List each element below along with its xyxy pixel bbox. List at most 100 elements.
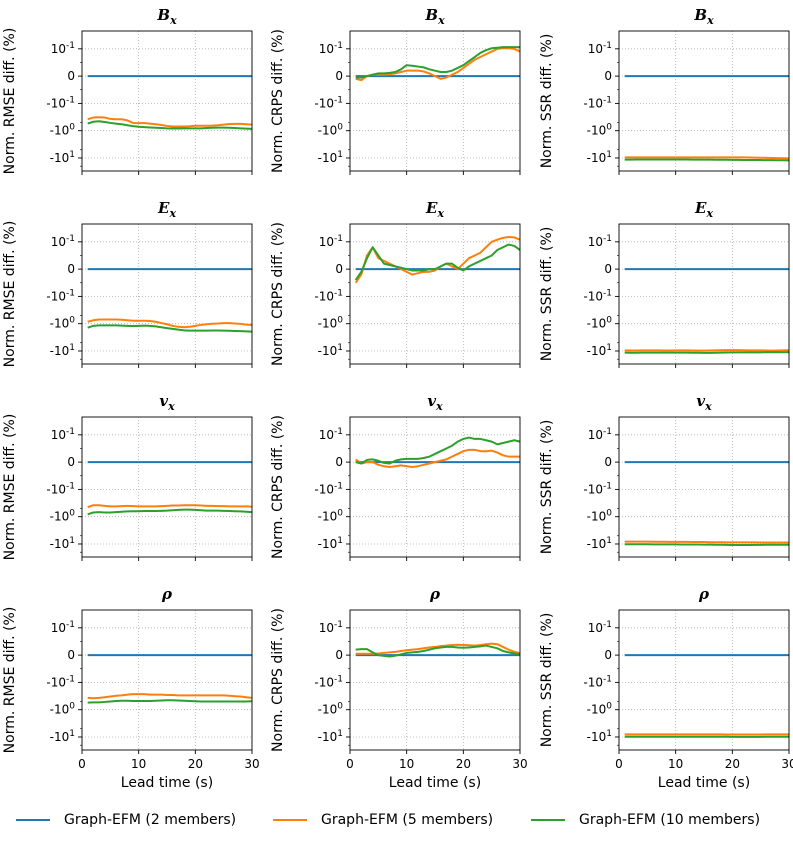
panel-rho-2-xtick-label-1: 10 [668,757,683,771]
panel-E-1-ytick-label-4: -101 [318,343,343,358]
panel-B-1-ytick-label-2: -10-1 [314,95,343,110]
panel-v-0-ytick-label-3: -100 [50,509,76,524]
panel-v-1-title-base: v [427,392,436,410]
panel-v-0-ytick-label-4: -101 [50,536,75,551]
legend-item-10-members: Graph-EFM (10 members) [531,812,760,828]
panel-rho-1-xtick-label-0: 0 [346,757,354,771]
panel-v-2-ytick-label-2: -10-1 [583,481,612,496]
panel-rho-2-title: ρ [698,585,710,603]
panel-B-0-ytick-label-4-base: -10 [50,151,70,165]
chart-legend: Graph-EFM (2 members) Graph-EFM (5 membe… [0,812,793,838]
panel-rho-2-frame [618,609,790,751]
panel-B-2-title-subscript: x [706,14,714,27]
panel-B-2-series-1 [624,156,790,160]
panel-B-0-ytick-label-0-base: 10 [51,42,66,56]
panel-E-0-ytick-label-0-base: 10 [51,235,66,249]
panel-B-2-ytick-label-0-base: 10 [588,42,603,56]
panel-v-0-ytick-label-2: -10-1 [46,481,75,496]
panel-E-1-title-base: E [425,199,438,217]
panel-B-2-ytick-label-2-base: -10 [583,96,603,110]
panel-rho-0-ytick-label-2-base: -10 [46,675,66,689]
panel-v-1-ytick-label-0-base: 10 [319,428,334,442]
panel-v-1-ytick-label-3-exponent: 0 [337,509,343,519]
panel-E-0-ytick-label-4-base: -10 [50,344,70,358]
panel-E-2-title-subscript: x [705,207,713,220]
panel-E-0-frame [81,223,253,365]
legend-swatch-2-members [16,819,50,821]
panel-rho-0-frame [81,609,253,751]
panel-v-1-ytick-label-3-base: -10 [318,510,338,524]
panel-E-0-ytick-label-3: -100 [50,316,76,331]
panel-rho-2-ytick-label-4-exponent: 1 [606,729,612,739]
panel-rho-0-ytick-label-2: -10-1 [46,674,75,689]
panel-B-0-frame [81,30,253,172]
panel-rho-0-ytick-label-1: 0 [67,648,75,662]
panel-rho-0-ytick-label-3: -100 [50,702,76,717]
panel-rho-0-xtick-label-3: 30 [244,757,259,771]
panel-v-2-ytick-label-3-exponent: 0 [606,509,612,519]
panel-rho-0-series-1 [87,693,253,700]
panel-B-2-ytick-label-3-base: -10 [587,124,607,138]
panel-B-0-ytick-label-3: -100 [50,123,76,138]
panel-B-1-ytick-label-0-exponent: -1 [334,41,343,51]
panel-rho-2-ytick-label-2-exponent: -1 [603,674,612,684]
panel-B-2-ytick-label-0-exponent: -1 [603,41,612,51]
panel-E-2-ytick-label-4-base: -10 [587,344,607,358]
panel-B-2-ytick-label-1: 0 [604,69,612,83]
panel-rho-0-xlabel: Lead time (s) [121,775,213,791]
panel-B-1-ytick-label-4: -101 [318,150,343,165]
panel-v-2-ytick-label-4: -101 [587,536,612,551]
panel-rho-2-ytick-label-0-base: 10 [588,621,603,635]
legend-label-2-members: Graph-EFM (2 members) [64,812,237,828]
panel-E-1-ytick-label-0: 10-1 [319,234,343,249]
panel-v-1-frame [349,416,521,558]
panel-E-2-ytick-label-0-exponent: -1 [603,234,612,244]
panel-B-2-ytick-label-3-exponent: 0 [606,123,612,133]
legend-label-5-members: Graph-EFM (5 members) [321,812,494,828]
panel-B-0-ytick-label-0-exponent: -1 [66,41,75,51]
panel-rho-2-ytick-label-1: 0 [604,648,612,662]
panel-E-0-ytick-label-2-exponent: -1 [66,288,75,298]
panel-v-2-ytick-label-0-exponent: -1 [603,427,612,437]
panel-B-1-frame [349,30,521,172]
panel-v-0-ytick-label-1: 0 [67,455,75,469]
panel-rho-0-ytick-label-0-base: 10 [51,621,66,635]
panel-B-1-title-base: B [424,6,438,24]
panel-rho-1-title-base: ρ [429,585,441,603]
panel-B-0-series-2 [87,120,253,130]
panel-rho-1-ytick-label-0-base: 10 [319,621,334,635]
panel-B-0-title-subscript: x [169,14,177,27]
panel-v-2-series-2 [624,543,789,546]
panel-B-0-series-1 [87,116,253,128]
panel-rho-0-series-2 [87,699,253,704]
panel-E-2-ytick-label-4-exponent: 1 [606,343,612,353]
panel-B-0-ytick-label-0: 10-1 [51,41,75,56]
panel-rho-0-ytick-label-3-exponent: 0 [69,702,75,712]
panel-E-2-ylabel: Norm. SSR diff. (%) [539,227,555,362]
panel-B-0-ytick-label-3-exponent: 0 [69,123,75,133]
panel-B-2-ytick-label-3: -100 [587,123,613,138]
panel-rho-1-ytick-label-3: -100 [318,702,344,717]
panel-E-2-frame [618,223,790,365]
panel-rho-2-ytick-label-3: -100 [587,702,613,717]
panel-v-0-ytick-label-0: 10-1 [51,427,75,442]
panel-rho-0-ytick-label-4-exponent: 1 [69,729,75,739]
panel-E-0-ylabel: Norm. RMSE diff. (%) [2,221,18,368]
panel-E-2-ytick-label-3-base: -10 [587,317,607,331]
panel-v-0-title: vx [159,392,175,413]
panel-rho-0-ylabel: Norm. RMSE diff. (%) [2,607,18,754]
panel-rho-0-ytick-label-0: 10-1 [51,620,75,635]
panel-v-2-ytick-label-2-exponent: -1 [603,481,612,491]
legend-swatch-10-members [531,819,565,821]
panel-B-1-ytick-label-4-exponent: 1 [337,150,343,160]
panel-B-0-ytick-label-2-exponent: -1 [66,95,75,105]
panel-B-2-ytick-label-2: -10-1 [583,95,612,110]
panel-E-0-ytick-label-0-exponent: -1 [66,234,75,244]
panel-v-1-ytick-label-4-exponent: 1 [337,536,343,546]
panel-B-2-ytick-label-2-exponent: -1 [603,95,612,105]
panel-B-1-series-1 [355,47,521,82]
